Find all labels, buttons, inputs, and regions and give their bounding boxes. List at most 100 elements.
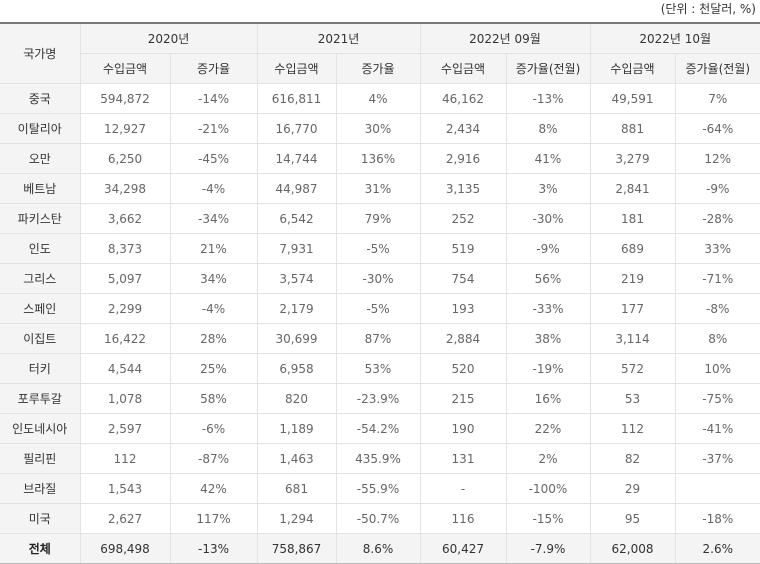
growth-rate-cell: -9%	[505, 233, 591, 264]
table-row: 터키 4,544 25% 6,958 53% 520 -19% 572 10%	[0, 353, 760, 384]
import-amount-cell: 616,811	[256, 83, 337, 114]
import-amount-cell: 46,162	[419, 83, 507, 114]
growth-rate-cell: 4%	[335, 83, 421, 114]
growth-rate-cell: -13%	[505, 83, 591, 114]
growth-rate-cell: 34%	[169, 263, 258, 294]
growth-rate-cell: 53%	[335, 353, 421, 384]
table-row: 베트남 34,298 -4% 44,987 31% 3,135 3% 2,841 -9%	[0, 173, 760, 204]
growth-rate-cell: -4%	[169, 293, 258, 324]
country-name: 베트남	[0, 173, 81, 204]
period-header-2022-10: 2022년 10월	[589, 22, 760, 54]
table-row: 미국 2,627 117% 1,294 -50.7% 116 -15% 95 -18%	[0, 503, 760, 534]
import-amount-cell: 12,927	[79, 113, 171, 144]
country-name: 포루투갈	[0, 383, 81, 414]
import-amount-cell: 3,279	[589, 143, 676, 174]
import-amount-cell: 49,591	[589, 83, 676, 114]
import-amount-cell: 44,987	[256, 173, 337, 204]
country-name: 인도네시아	[0, 413, 81, 444]
growth-rate-cell: -19%	[505, 353, 591, 384]
growth-rate-cell: 58%	[169, 383, 258, 414]
growth-rate-cell: 7%	[674, 83, 760, 114]
import-amount-cell: 758,867	[256, 533, 337, 564]
import-amount-cell: 215	[419, 383, 507, 414]
table-row: 파키스탄 3,662 -34% 6,542 79% 252 -30% 181 -28%	[0, 203, 760, 234]
import-amount-cell: 754	[419, 263, 507, 294]
growth-rate-cell: -37%	[674, 443, 760, 474]
growth-rate-cell: 42%	[169, 473, 258, 504]
import-amount-cell: 2,179	[256, 293, 337, 324]
import-amount-cell: 95	[589, 503, 676, 534]
import-amount-cell: 881	[589, 113, 676, 144]
growth-rate-cell: -6%	[169, 413, 258, 444]
country-name: 브라질	[0, 473, 81, 504]
growth-rate-cell: -33%	[505, 293, 591, 324]
country-name: 스페인	[0, 293, 81, 324]
growth-rate-cell: 8%	[505, 113, 591, 144]
import-amount-cell: 181	[589, 203, 676, 234]
growth-rate-cell: -18%	[674, 503, 760, 534]
growth-rate-cell: -28%	[674, 203, 760, 234]
import-amount-cell: 30,699	[256, 323, 337, 354]
import-amount-cell: 6,542	[256, 203, 337, 234]
growth-rate-header: 증가율	[169, 53, 258, 84]
growth-rate-cell: 41%	[505, 143, 591, 174]
import-amount-cell: 3,662	[79, 203, 171, 234]
import-amount-cell: 16,770	[256, 113, 337, 144]
import-amount-cell: 681	[256, 473, 337, 504]
country-name: 이집트	[0, 323, 81, 354]
import-amount-cell: 5,097	[79, 263, 171, 294]
import-amount-cell: 8,373	[79, 233, 171, 264]
growth-rate-cell: 21%	[169, 233, 258, 264]
import-amount-cell: 1,189	[256, 413, 337, 444]
import-amount-cell: 112	[589, 413, 676, 444]
growth-rate-cell: 33%	[674, 233, 760, 264]
growth-rate-cell: -30%	[335, 263, 421, 294]
growth-rate-cell: -15%	[505, 503, 591, 534]
import-statistics-table: 국가명 2020년 2021년 2022년 09월 2022년 10월 수입금액…	[0, 22, 760, 564]
growth-rate-cell: -41%	[674, 413, 760, 444]
growth-rate-cell: 56%	[505, 263, 591, 294]
growth-rate-cell: -64%	[674, 113, 760, 144]
country-name: 필리핀	[0, 443, 81, 474]
import-amount-cell: 116	[419, 503, 507, 534]
import-amount-header: 수입금액	[589, 53, 676, 84]
import-amount-cell: 2,627	[79, 503, 171, 534]
import-amount-cell: 572	[589, 353, 676, 384]
growth-rate-cell: 8.6%	[335, 533, 421, 564]
country-header: 국가명	[0, 22, 81, 84]
table-row: 오만 6,250 -45% 14,744 136% 2,916 41% 3,279 12%	[0, 143, 760, 174]
country-name: 중국	[0, 83, 81, 114]
import-amount-cell: 1,463	[256, 443, 337, 474]
import-amount-cell: 594,872	[79, 83, 171, 114]
country-name: 미국	[0, 503, 81, 534]
growth-rate-cell: -50.7%	[335, 503, 421, 534]
growth-rate-cell: -100%	[505, 473, 591, 504]
import-amount-cell: 131	[419, 443, 507, 474]
import-amount-cell: 219	[589, 263, 676, 294]
import-amount-cell: 2,299	[79, 293, 171, 324]
import-amount-cell: 7,931	[256, 233, 337, 264]
period-header-2021: 2021년	[256, 22, 421, 54]
import-amount-cell: 519	[419, 233, 507, 264]
import-amount-cell: 6,958	[256, 353, 337, 384]
unit-note: (단위 : 천달러, %)	[660, 2, 756, 16]
growth-rate-cell: 3%	[505, 173, 591, 204]
growth-rate-cell: -45%	[169, 143, 258, 174]
growth-rate-cell: -30%	[505, 203, 591, 234]
table-row: 그리스 5,097 34% 3,574 -30% 754 56% 219 -71%	[0, 263, 760, 294]
import-amount-cell: 1,294	[256, 503, 337, 534]
country-name: 이탈리아	[0, 113, 81, 144]
import-amount-cell: 16,422	[79, 323, 171, 354]
import-amount-cell: 3,135	[419, 173, 507, 204]
import-amount-cell: 689	[589, 233, 676, 264]
import-amount-cell: 520	[419, 353, 507, 384]
growth-rate-cell: 136%	[335, 143, 421, 174]
growth-rate-header: 증가율	[335, 53, 421, 84]
import-amount-cell: 193	[419, 293, 507, 324]
growth-rate-cell: -4%	[169, 173, 258, 204]
import-amount-cell: 3,114	[589, 323, 676, 354]
growth-rate-cell: -34%	[169, 203, 258, 234]
import-amount-cell: 820	[256, 383, 337, 414]
table-row: 중국 594,872 -14% 616,811 4% 46,162 -13% 49,591 7%	[0, 83, 760, 114]
growth-rate-cell: 2.6%	[674, 533, 760, 564]
